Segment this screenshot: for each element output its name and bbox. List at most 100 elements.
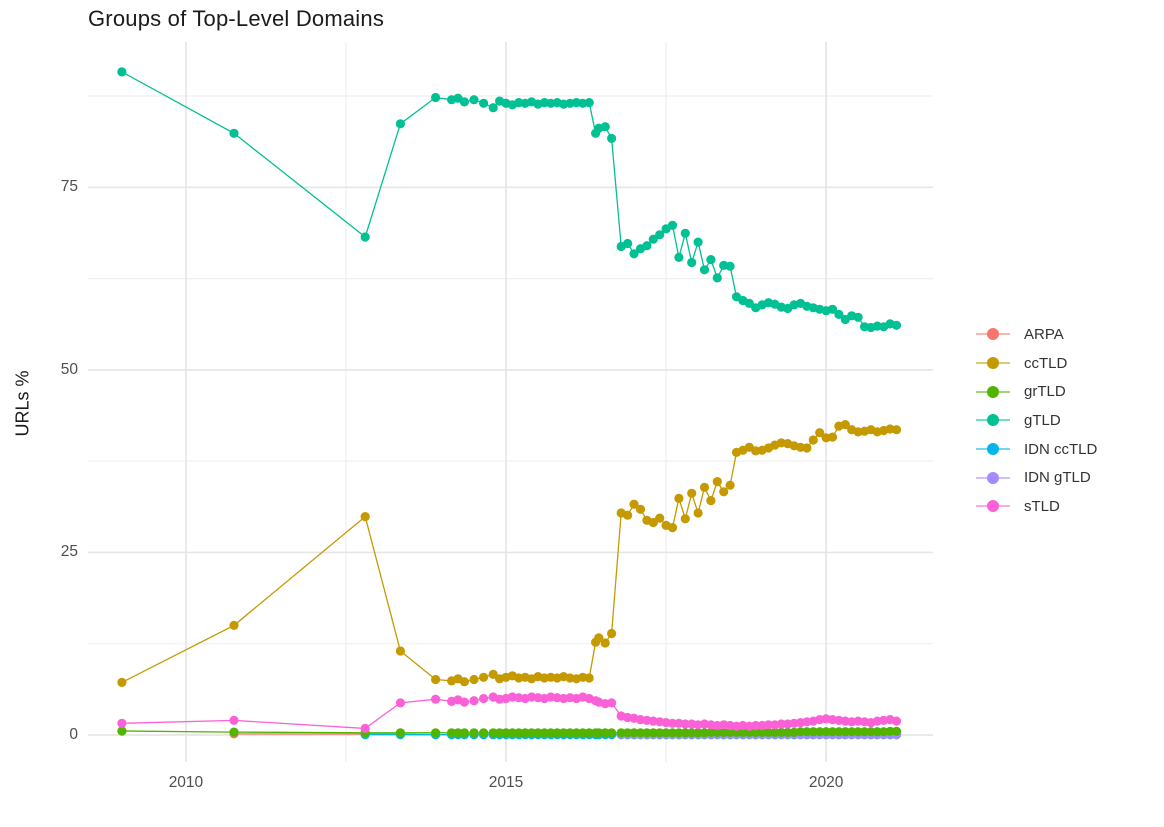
data-point xyxy=(776,727,786,738)
data-point xyxy=(725,727,735,738)
data-point xyxy=(629,728,639,738)
data-point xyxy=(891,716,902,726)
data-point xyxy=(699,265,710,275)
y-axis-title: URLs % xyxy=(12,370,33,437)
data-point xyxy=(751,720,761,731)
data-point xyxy=(840,420,850,430)
data-point xyxy=(533,728,543,738)
data-point xyxy=(539,728,550,738)
series-stld xyxy=(117,692,902,734)
data-point xyxy=(546,728,556,738)
x-tick-label: 2020 xyxy=(808,774,844,791)
data-point xyxy=(834,309,844,319)
x-tick-label: 2015 xyxy=(488,774,524,791)
data-point xyxy=(600,122,610,132)
data-point xyxy=(763,720,774,730)
legend-key-icon xyxy=(976,499,1010,513)
data-point xyxy=(488,103,498,113)
data-point xyxy=(594,633,604,643)
data-point xyxy=(866,727,876,737)
data-point xyxy=(616,728,626,738)
data-point xyxy=(453,728,463,738)
data-point xyxy=(674,252,684,262)
data-point xyxy=(815,727,825,737)
data-point xyxy=(623,238,633,249)
data-point xyxy=(712,727,722,738)
series-gtld xyxy=(117,67,902,333)
data-point xyxy=(459,677,469,687)
data-point xyxy=(552,728,562,738)
data-point xyxy=(431,728,441,738)
data-point xyxy=(607,698,617,708)
data-point xyxy=(674,493,684,503)
data-point xyxy=(827,432,838,442)
data-point xyxy=(520,728,530,738)
data-point xyxy=(891,425,902,435)
data-point xyxy=(488,669,498,680)
chart-title: Groups of Top-Level Domains xyxy=(88,6,385,31)
data-point xyxy=(469,674,479,685)
data-point xyxy=(395,119,405,129)
data-point xyxy=(751,727,761,738)
data-point xyxy=(479,693,489,704)
data-point xyxy=(693,237,703,247)
data-point xyxy=(667,728,678,738)
data-point xyxy=(674,728,684,738)
data-point xyxy=(885,726,895,736)
data-point xyxy=(680,228,690,238)
data-point xyxy=(667,220,678,230)
data-point xyxy=(469,95,479,105)
data-point xyxy=(623,728,633,738)
legend-item-arpa: ARPA xyxy=(976,320,1097,349)
data-point xyxy=(507,728,517,738)
data-point xyxy=(527,728,537,738)
legend-item-idn-gtld: IDN gTLD xyxy=(976,463,1097,492)
legend-item-idn-cctld: IDN ccTLD xyxy=(976,435,1097,464)
data-point xyxy=(459,97,469,107)
data-point xyxy=(584,728,594,738)
data-point xyxy=(834,727,844,737)
data-point xyxy=(648,517,658,528)
data-point xyxy=(571,728,582,738)
data-point xyxy=(687,257,697,268)
data-point xyxy=(479,98,489,108)
data-point xyxy=(712,477,722,487)
data-point xyxy=(667,718,678,728)
data-point xyxy=(719,727,729,738)
data-point xyxy=(891,726,902,736)
y-tick-label: 75 xyxy=(60,178,78,196)
data-point xyxy=(667,523,678,533)
data-point xyxy=(607,728,617,738)
data-point xyxy=(447,728,457,738)
data-point xyxy=(891,320,902,330)
data-point xyxy=(459,728,469,738)
data-point xyxy=(821,727,831,737)
series-grtld xyxy=(117,726,902,738)
legend-key-icon xyxy=(976,413,1010,427)
data-point xyxy=(629,499,639,509)
data-point xyxy=(808,727,818,737)
data-point xyxy=(584,673,594,683)
data-point xyxy=(827,727,838,737)
data-point xyxy=(655,230,665,240)
data-point xyxy=(559,728,569,738)
data-point xyxy=(744,298,754,308)
data-point xyxy=(431,674,441,685)
data-point xyxy=(712,273,722,283)
data-point xyxy=(117,677,127,688)
data-point xyxy=(229,727,239,737)
data-point xyxy=(783,727,793,738)
data-point xyxy=(395,728,405,738)
legend-key-icon xyxy=(976,442,1010,456)
data-point xyxy=(770,727,780,738)
data-point xyxy=(661,728,671,738)
data-point xyxy=(706,255,716,265)
data-point xyxy=(479,728,489,738)
data-point xyxy=(488,728,498,738)
data-point xyxy=(776,719,786,729)
data-point xyxy=(719,487,729,497)
data-point xyxy=(229,620,239,631)
legend-key-icon xyxy=(976,471,1010,485)
